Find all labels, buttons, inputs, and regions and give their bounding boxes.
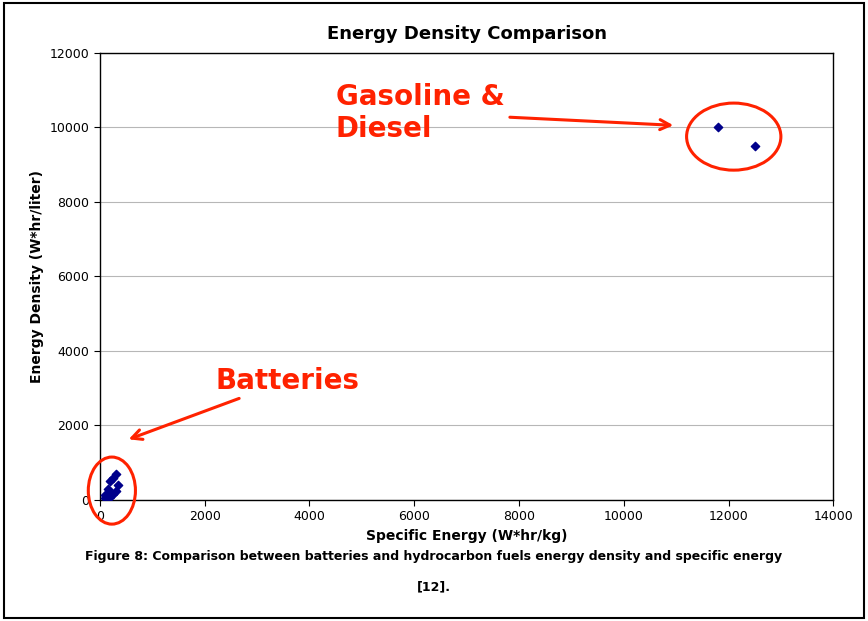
Point xyxy=(103,488,117,498)
Point xyxy=(111,480,125,490)
Point xyxy=(101,484,115,494)
Point xyxy=(747,141,761,151)
Point xyxy=(106,473,120,483)
Text: Batteries: Batteries xyxy=(132,366,359,439)
Text: Gasoline &
Diesel: Gasoline & Diesel xyxy=(336,83,670,143)
Title: Energy Density Comparison: Energy Density Comparison xyxy=(326,25,607,43)
X-axis label: Specific Energy (W*hr/kg): Specific Energy (W*hr/kg) xyxy=(365,529,568,543)
Point xyxy=(98,493,112,503)
Text: [12].: [12]. xyxy=(417,581,451,594)
Text: Figure 8: Comparison between batteries and hydrocarbon fuels energy density and : Figure 8: Comparison between batteries a… xyxy=(85,550,783,563)
Point xyxy=(103,492,117,502)
Point xyxy=(101,491,115,501)
Point xyxy=(108,469,122,479)
Point xyxy=(108,486,122,496)
Point xyxy=(103,476,117,486)
Point xyxy=(106,489,120,499)
Point xyxy=(711,122,725,132)
Point xyxy=(98,491,112,501)
Y-axis label: Energy Density (W*hr/liter): Energy Density (W*hr/liter) xyxy=(30,170,44,383)
